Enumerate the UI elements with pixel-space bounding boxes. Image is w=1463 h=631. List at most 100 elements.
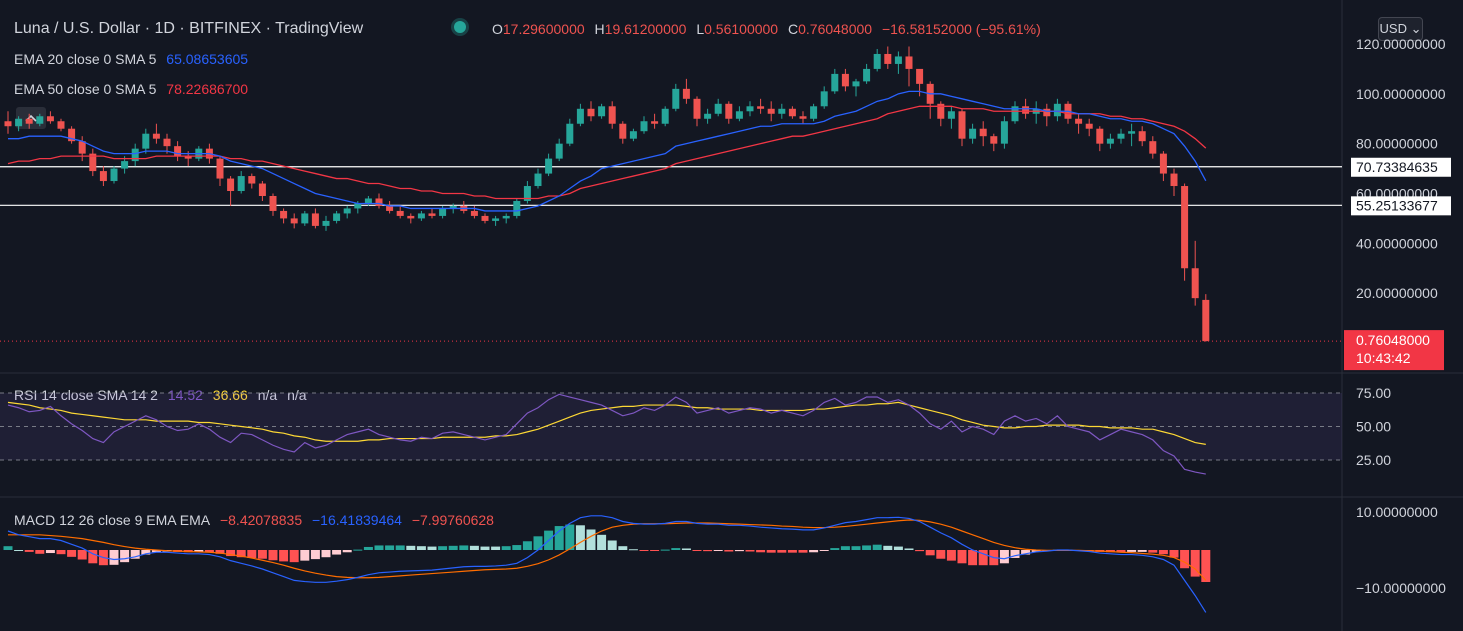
candle-body (714, 103, 722, 114)
macd-histogram-bar (618, 546, 628, 550)
macd-histogram-bar (24, 550, 34, 552)
candle-body (1170, 173, 1178, 187)
candle-body (810, 106, 818, 119)
candle-body (322, 220, 330, 226)
candle-body (364, 198, 372, 204)
candle-body (576, 108, 584, 124)
candle-body (131, 148, 139, 162)
candle-body (555, 143, 563, 159)
candle-body (481, 215, 489, 221)
macd-histogram-bar (713, 550, 723, 551)
macd-histogram-bar (151, 550, 161, 553)
macd-histogram-bar (840, 546, 850, 550)
candle-body (682, 88, 690, 99)
candle-body (301, 213, 309, 224)
candle-body (396, 210, 404, 216)
macd-histogram-bar (554, 526, 564, 550)
candle-body (1191, 268, 1199, 299)
close-key: C (787, 21, 799, 37)
macd-label: MACD 12 26 close 9 EMA EMA (14, 512, 211, 528)
candle-body (831, 73, 839, 92)
ema20-label: EMA 20 close 0 SMA 5 (14, 51, 157, 67)
ema50-line (7, 105, 1207, 200)
candle-body (46, 116, 54, 122)
macd-tick-label: 10.00000000 (1356, 504, 1438, 520)
rsi-tick-label: 50.00 (1356, 419, 1391, 435)
candle-body (905, 56, 913, 69)
macd-histogram-bar (332, 550, 342, 555)
macd-histogram-bar (639, 550, 649, 551)
candle-body (343, 208, 351, 214)
candle-body (1128, 131, 1136, 134)
candle-body (280, 210, 288, 219)
candle-body (439, 208, 447, 216)
change-value: −16.58152000 (−95.61%) (881, 21, 1041, 37)
candle-body (958, 111, 966, 139)
candle-body (354, 203, 362, 209)
rsi-legend[interactable]: RSI 14 close SMA 14 2 14.52 36.66 n/a n/… (14, 387, 313, 403)
macd-legend[interactable]: MACD 12 26 close 9 EMA EMA −8.42078835 −… (14, 512, 500, 528)
candle-body (693, 98, 701, 119)
header-legend: Luna / U.S. Dollar · 1D · BITFINEX · Tra… (14, 20, 369, 38)
macd-histogram-bar (215, 550, 225, 554)
candle-body (1149, 141, 1157, 154)
candle-body (916, 68, 924, 84)
open-value: 17.29600000 (502, 21, 585, 37)
macd-histogram-bar (787, 550, 797, 553)
macd-histogram-bar (522, 541, 532, 550)
currency-button[interactable]: USD ⌄ (1378, 17, 1423, 41)
candle-body (788, 108, 796, 117)
candle-body (937, 103, 945, 119)
macd-histogram-bar (957, 550, 967, 564)
macd-histogram-bar (236, 550, 246, 558)
candle-body (78, 141, 86, 154)
candle-body (608, 106, 616, 124)
macd-histogram-bar (353, 549, 363, 551)
candle-body (598, 106, 606, 117)
macd-histogram-bar (512, 545, 522, 550)
macd-histogram-bar (363, 546, 373, 550)
macd-histogram-bar (1201, 550, 1211, 582)
candle-body (661, 108, 669, 124)
macd-histogram-bar (247, 550, 257, 558)
rsi-line (7, 393, 1206, 475)
macd-histogram-bar (268, 550, 278, 561)
macd-histogram-bar (321, 550, 331, 558)
rsi-band (0, 393, 1342, 460)
candle-body (417, 213, 425, 219)
candle-body (640, 121, 648, 132)
high-value: 19.61200000 (604, 21, 687, 37)
macd-histogram-bar (130, 550, 140, 559)
macd-line (7, 515, 1207, 613)
macd-histogram-bar (35, 550, 45, 554)
candle-body (4, 121, 12, 127)
price-tick-label: 120.00000000 (1356, 36, 1446, 52)
candle-body (89, 153, 97, 172)
candle-body (492, 218, 500, 221)
macd-histogram-bar (915, 550, 925, 552)
macd-histogram-bar (597, 534, 607, 550)
macd-histogram-bar (766, 550, 776, 553)
macd-histogram-bar (77, 550, 87, 560)
macd-histogram-bar (883, 545, 893, 550)
macd-histogram-bar (1190, 550, 1200, 577)
macd-histogram-bar (226, 550, 236, 557)
macd-histogram-bar (1127, 550, 1137, 552)
macd-histogram-bar (67, 550, 77, 557)
macd-histogram-bar (406, 545, 416, 550)
macd-histogram-bar (459, 545, 469, 550)
candle-body (629, 131, 637, 139)
rsi-value: 14.52 (168, 387, 203, 403)
ohlc-values: O17.29600000 H19.61200000 L0.56100000 C0… (492, 21, 1047, 37)
candle-body (1075, 118, 1083, 124)
candle-body (1096, 128, 1104, 144)
macd-histogram-bar (809, 550, 819, 553)
candle-body (25, 118, 33, 124)
ema20-legend[interactable]: EMA 20 close 0 SMA 5 65.08653605 (14, 51, 254, 67)
ema50-legend[interactable]: EMA 50 close 0 SMA 5 78.22686700 (14, 81, 254, 97)
rsi-tick-label: 75.00 (1356, 385, 1391, 401)
price-tick-label: 80.00000000 (1356, 136, 1438, 152)
rsi-na-1: n/a (258, 387, 277, 403)
candle-body (333, 213, 341, 221)
